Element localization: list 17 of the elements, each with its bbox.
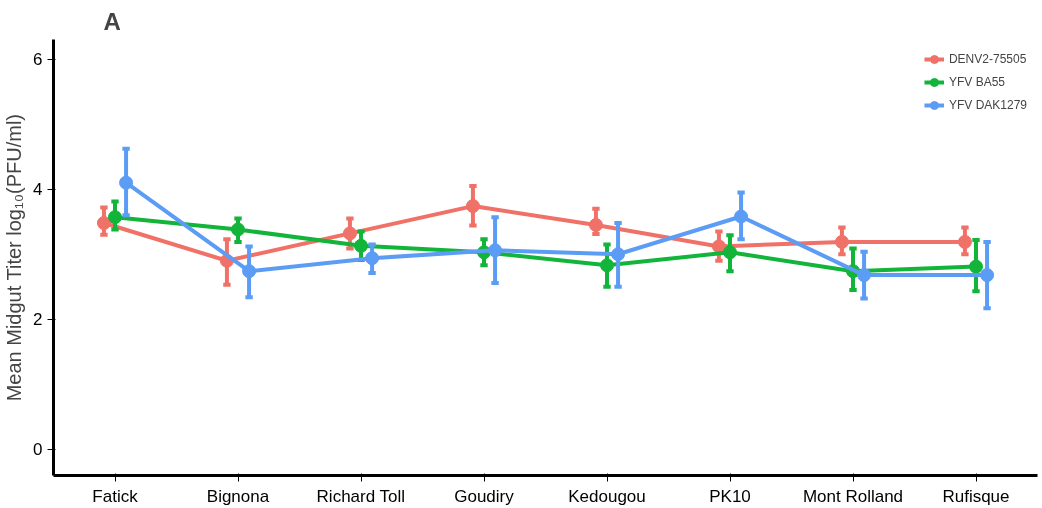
- x-tick-label: PK10: [709, 486, 751, 506]
- legend-label: YFV DAK1279: [948, 98, 1027, 112]
- x-tick-label: Bignona: [206, 486, 270, 506]
- legend-label: YFV BA55: [948, 75, 1005, 89]
- chart-title: A: [103, 7, 121, 35]
- x-tick-label: Kedougou: [568, 486, 646, 506]
- x-tick-label: Richard Toll: [316, 486, 406, 506]
- y-axis-title: Mean Midgut Titer log₁₀(PFU/ml): [3, 114, 26, 402]
- y-tick-label: 4: [33, 180, 43, 200]
- y-tick-label: 6: [33, 50, 43, 70]
- y-tick-label: 2: [33, 310, 43, 330]
- x-tick-label: Rufisque: [942, 486, 1010, 506]
- x-tick-label: Mont Rolland: [802, 486, 904, 506]
- legend-label: DENV2-75505: [948, 52, 1027, 66]
- y-tick-label: 0: [33, 440, 43, 460]
- x-tick-label: Fatick: [92, 486, 139, 506]
- x-tick-label: Goudiry: [454, 486, 515, 506]
